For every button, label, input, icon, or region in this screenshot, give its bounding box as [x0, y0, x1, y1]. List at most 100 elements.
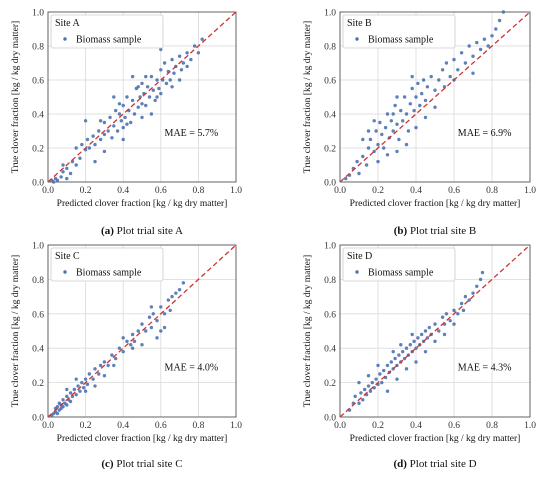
x-tick-label: 0.0: [334, 421, 346, 431]
data-point: [406, 129, 411, 133]
plot-frame: [339, 244, 531, 418]
data-point: [65, 394, 69, 399]
data-point: [93, 159, 97, 164]
data-point: [61, 163, 65, 167]
legend-entry: Biomass sample: [76, 35, 142, 46]
data-point: [385, 363, 390, 368]
data-point: [112, 95, 116, 99]
data-point: [404, 346, 409, 350]
data-point: [404, 367, 409, 371]
data-point: [461, 308, 466, 313]
data-point: [129, 343, 133, 347]
data-point: [68, 391, 73, 395]
data-point: [433, 322, 437, 326]
data-point: [61, 404, 65, 409]
data-point: [117, 346, 122, 350]
y-tick-label: 0.4: [324, 345, 336, 355]
data-point: [153, 98, 157, 103]
legend-marker: [355, 37, 359, 41]
x-tick-label: 0.4: [117, 186, 129, 196]
data-point: [97, 372, 101, 376]
data-point: [168, 78, 172, 82]
data-point: [452, 322, 456, 326]
data-point: [494, 27, 498, 31]
caption-label: (b): [394, 225, 408, 237]
data-point: [140, 115, 144, 120]
data-point: [159, 305, 163, 309]
data-point: [170, 294, 174, 299]
y-tick-label: 0.2: [32, 379, 44, 389]
data-point: [157, 86, 161, 91]
data-point: [74, 146, 78, 150]
data-point: [121, 336, 125, 340]
caption-text: Plot trial site B: [407, 225, 476, 237]
data-point: [416, 336, 420, 340]
identity-line: [47, 11, 237, 183]
data-point: [162, 61, 167, 65]
data-point: [408, 102, 412, 106]
data-point: [147, 315, 152, 319]
data-point: [61, 398, 65, 402]
x-axis-label: Predicted clover fraction [kg / kg dry m…: [57, 198, 228, 209]
data-point: [463, 294, 468, 299]
data-point: [82, 386, 86, 390]
legend-box: [342, 14, 456, 49]
data-point: [59, 175, 63, 179]
data-point: [399, 343, 403, 347]
data-point: [74, 377, 78, 381]
data-point: [70, 159, 75, 164]
x-tick-label: 0.0: [42, 186, 54, 196]
y-tick-label: 0.2: [324, 145, 336, 155]
data-point: [121, 125, 125, 130]
data-point: [459, 301, 464, 306]
data-point: [106, 129, 110, 133]
data-point: [357, 171, 361, 176]
data-point: [399, 108, 403, 113]
data-point: [162, 325, 167, 330]
data-point: [196, 51, 201, 55]
data-point: [85, 382, 90, 387]
x-tick-label: 0.4: [410, 421, 422, 431]
data-point: [72, 387, 77, 392]
data-point: [372, 119, 376, 123]
data-point: [366, 146, 371, 150]
data-point: [364, 163, 369, 167]
x-tick-label: 0.2: [372, 421, 384, 431]
data-point: [366, 384, 371, 388]
data-point: [442, 332, 447, 337]
data-point: [121, 137, 125, 142]
data-point: [410, 332, 414, 337]
scatter-panel-2: 0.00.0 0.2 0.2 0.4 0.4 0.6 0.6 0.8 0.8 1.0 1.0 Site…: [302, 9, 536, 238]
y-tick-label: 0.0: [324, 414, 336, 424]
data-point: [119, 119, 124, 123]
data-point: [130, 346, 135, 350]
data-point: [385, 112, 390, 116]
data-point: [136, 329, 140, 333]
data-point: [401, 119, 405, 123]
data-point: [374, 129, 378, 133]
data-point: [402, 95, 407, 99]
data-point: [87, 372, 92, 376]
y-axis-label: True clover fraction [kg / kg dry matter…: [302, 255, 313, 407]
data-point: [456, 68, 460, 72]
legend-title: Site D: [347, 251, 372, 262]
data-point: [200, 37, 204, 41]
legend-entry: Biomass sample: [368, 35, 434, 46]
data-point: [192, 44, 197, 48]
data-point: [185, 64, 189, 69]
y-tick-label: 0.0: [32, 179, 44, 189]
data-point: [149, 112, 154, 116]
data-point: [395, 95, 399, 99]
data-point: [391, 129, 395, 133]
data-point: [344, 176, 348, 181]
data-point: [456, 312, 460, 316]
y-tick-label: 1.0: [324, 242, 336, 252]
y-tick-label: 0.6: [32, 310, 44, 320]
x-tick-label: 1.0: [230, 186, 242, 196]
data-point: [376, 159, 380, 164]
data-point: [83, 389, 88, 393]
data-point: [471, 54, 475, 58]
data-point: [359, 391, 363, 395]
mae-annotation: MAE = 5.7%: [165, 128, 219, 139]
